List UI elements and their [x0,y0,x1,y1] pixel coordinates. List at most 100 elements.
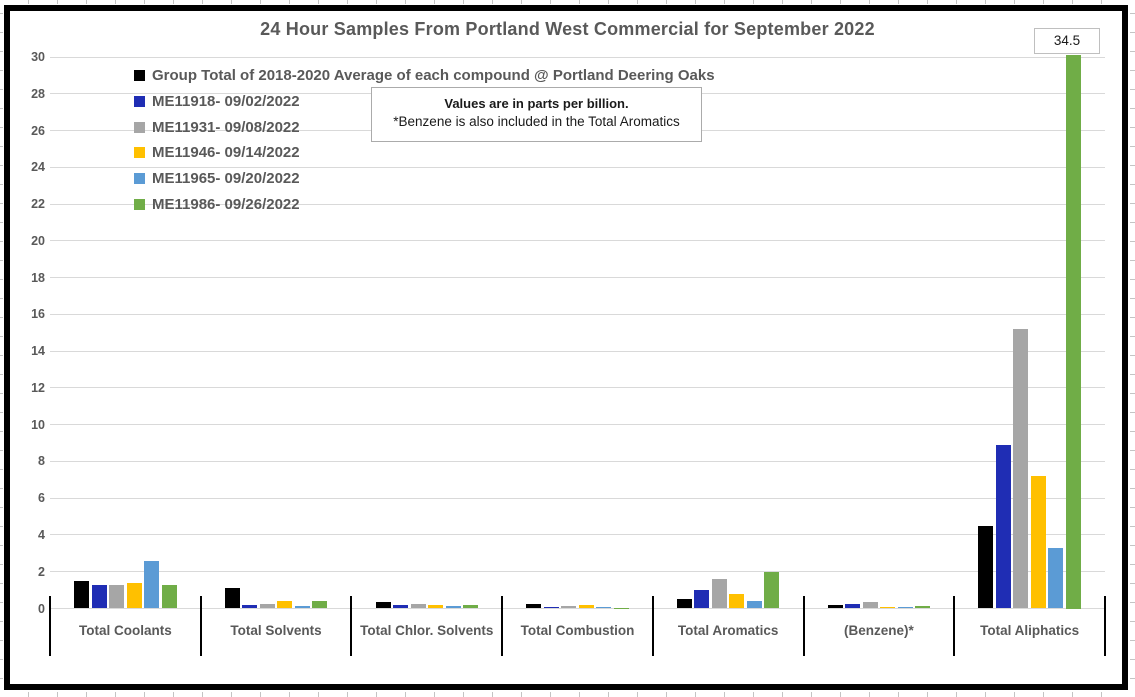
bar-s5-c6[interactable] [1065,55,1081,609]
bar-s0-c4[interactable] [676,599,692,609]
legend-swatch-icon [134,198,145,210]
bar-s1-c6[interactable] [995,444,1011,609]
legend-entry-5[interactable]: ME11986- 09/26/2022 [134,191,715,217]
category-separator-tick [199,596,202,656]
bar-s1-c3[interactable] [543,606,559,609]
bar-s5-c5[interactable] [915,605,931,609]
category-separator-tick [651,596,654,656]
category-label: Total Aromatics [677,623,779,638]
bar-s3-c5[interactable] [880,606,896,609]
legend-entry-4[interactable]: ME11965- 09/20/2022 [134,166,715,192]
bar-s5-c0[interactable] [161,584,177,609]
y-axis-tick-label: 12 [31,380,45,395]
chart-title[interactable]: 24 Hour Samples From Portland West Comme… [260,19,875,39]
category-separator-tick [49,596,51,656]
bar-s0-c1[interactable] [224,588,240,609]
category-label: Total Combustion [520,623,635,638]
y-gridline-24 [50,166,1105,168]
y-axis-tick-label: 2 [38,564,45,579]
bar-s4-c6[interactable] [1048,547,1064,609]
bar-s2-c6[interactable] [1013,329,1029,609]
bar-s3-c3[interactable] [578,604,594,609]
bar-s0-c5[interactable] [827,604,843,609]
legend-swatch-icon [134,96,145,108]
bar-s0-c2[interactable] [375,602,391,609]
category-separator-tick [953,596,956,656]
bar-s1-c2[interactable] [393,604,409,609]
y-axis-tick-label: 10 [31,417,45,432]
legend-entry-label: ME11918- 09/02/2022 [152,93,300,111]
legend-swatch-icon [134,70,145,82]
legend-entry-2[interactable]: ME11931- 09/08/2022 [134,114,715,140]
bar-s1-c0[interactable] [91,584,107,609]
bar-s1-c5[interactable] [845,603,861,609]
legend-entry-1[interactable]: ME11918- 09/02/2022 [134,89,715,115]
category-label: Total Solvents [230,623,322,638]
legend-entry-label: ME11931- 09/08/2022 [152,118,300,136]
category-label: Total Coolants [78,623,172,638]
y-axis-tick-label: 22 [31,197,45,212]
y-axis-tick-label: 18 [31,270,45,285]
note-line-2: *Benzene is also included in the Total A… [393,114,680,129]
legend-entry-label: ME11946- 09/14/2022 [152,144,300,162]
category-separator-tick [501,596,504,656]
y-gridline-0 [50,608,1105,609]
bar-s4-c2[interactable] [445,605,461,609]
legend-entry-label: ME11965- 09/20/2022 [152,170,300,188]
bar-s1-c1[interactable] [242,604,258,609]
y-axis-tick-label: 8 [38,454,45,469]
bar-s4-c5[interactable] [897,606,913,609]
bar-s5-c3[interactable] [613,607,629,609]
bar-s5-c1[interactable] [312,601,328,609]
y-gridline-10 [50,424,1105,426]
category-label: Total Aliphatics [980,623,1080,638]
y-gridline-2 [50,571,1105,573]
legend-entry-label: Group Total of 2018-2020 Average of each… [152,67,715,85]
chart-legend: Group Total of 2018-2020 Average of each… [134,63,715,217]
y-axis-tick-label: 30 [31,50,45,64]
bar-s2-c1[interactable] [259,603,275,609]
note-text-box[interactable]: Values are in parts per billion. *Benzen… [371,87,702,142]
bar-s3-c0[interactable] [126,582,142,609]
bar-s0-c3[interactable] [526,603,542,609]
bar-s4-c1[interactable] [294,605,310,609]
y-axis-tick-label: 28 [31,86,45,101]
bar-s5-c2[interactable] [463,604,479,609]
y-gridline-22 [50,203,1105,205]
sheet-row-ticks-right [1130,0,1135,697]
bar-s0-c0[interactable] [74,580,90,609]
category-separator-tick [802,596,805,656]
bar-s3-c1[interactable] [277,601,293,609]
y-axis-tick-label: 14 [31,344,45,359]
bar-s2-c3[interactable] [561,605,577,609]
bar-s4-c4[interactable] [746,601,762,609]
bar-s4-c3[interactable] [596,606,612,609]
bar-s0-c6[interactable] [978,525,994,609]
bar-s2-c4[interactable] [711,579,727,609]
y-axis-tick-label: 0 [38,601,45,616]
bar-s3-c6[interactable] [1030,476,1046,609]
y-axis-tick-label: 16 [31,307,45,322]
bar-s3-c4[interactable] [729,593,745,609]
bar-s2-c2[interactable] [410,603,426,609]
max-value-data-label[interactable]: 34.5 [1034,28,1100,54]
sheet-column-ticks-bottom [0,692,1135,697]
legend-entry-label: ME11986- 09/26/2022 [152,195,300,213]
y-axis-tick-label: 4 [38,527,45,542]
legend-entry-3[interactable]: ME11946- 09/14/2022 [134,140,715,166]
note-line-1: Values are in parts per billion. [444,96,629,111]
bar-s1-c4[interactable] [694,590,710,609]
bar-s4-c0[interactable] [144,560,160,609]
bar-s2-c0[interactable] [109,584,125,609]
category-separator-tick [350,596,353,656]
legend-entry-0[interactable]: Group Total of 2018-2020 Average of each… [134,63,715,89]
bar-s5-c4[interactable] [764,571,780,609]
legend-swatch-icon [134,121,145,133]
y-axis-tick-label: 24 [31,160,45,175]
category-label: (Benzene)* [844,623,914,638]
bar-s2-c5[interactable] [862,602,878,609]
bar-s3-c2[interactable] [428,604,444,609]
y-gridline-12 [50,387,1105,389]
y-gridline-16 [50,313,1105,315]
